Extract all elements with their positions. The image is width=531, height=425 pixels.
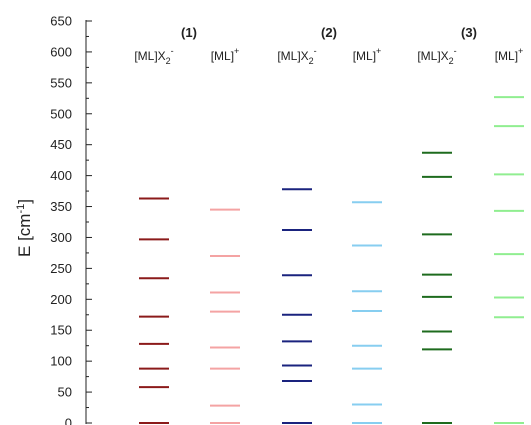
y-tick-label: 200 — [50, 292, 72, 307]
y-axis-title-base: E [cm — [15, 214, 34, 257]
y-axis: 0 50 100 150 200 250 300 350 400 450 500 550 600 650 E… — [15, 14, 92, 425]
series-label-base: [ML]X — [277, 49, 308, 63]
group-label: (3) — [461, 25, 477, 40]
y-tick-label: 500 — [50, 106, 72, 121]
series-label-superscript: - — [314, 46, 317, 56]
series-label: [ML]+ — [211, 46, 240, 63]
series-label-subscript: 2 — [449, 56, 454, 66]
y-tick-label: 300 — [50, 230, 72, 245]
y-tick-label: 450 — [50, 137, 72, 152]
series-label-base: [ML] — [495, 49, 518, 63]
series-label: [ML]X2- — [277, 46, 316, 66]
y-axis-title-superscript: -1 — [15, 204, 27, 214]
y-tick-label: 550 — [50, 75, 72, 90]
series-label: [ML]+ — [353, 46, 382, 63]
series-label: [ML]+ — [495, 46, 524, 63]
y-tick-label: 50 — [58, 385, 72, 400]
y-tick-label: 350 — [50, 199, 72, 214]
series-label-base: [ML]X — [134, 49, 165, 63]
group-label: (2) — [321, 25, 337, 40]
y-tick-label: 250 — [50, 261, 72, 276]
series-label-superscript: + — [234, 46, 239, 56]
y-tick-label: 150 — [50, 323, 72, 338]
y-tick-label: 400 — [50, 168, 72, 183]
series-label-subscript: 2 — [309, 56, 314, 66]
series-label-superscript: - — [454, 46, 457, 56]
y-tick-label: 0 — [65, 416, 72, 425]
y-tick-label: 600 — [50, 44, 72, 59]
series-label-subscript: 2 — [166, 56, 171, 66]
series-label-superscript: + — [376, 46, 381, 56]
series-label: [ML]X2- — [417, 46, 456, 66]
y-axis-title-close: ] — [15, 199, 34, 204]
energy-levels — [139, 96, 524, 424]
y-tick-label: 650 — [50, 14, 72, 29]
column-labels: (1) (2) (3)[ML]X2- [ML]+ [ML]X2- [ML]+ [ML]X2-… — [134, 25, 523, 66]
y-tick-label: 100 — [50, 354, 72, 369]
series-label-superscript: + — [518, 46, 523, 56]
series-label-base: [ML] — [353, 49, 376, 63]
series-label: [ML]X2- — [134, 46, 173, 66]
series-label-base: [ML]X — [417, 49, 448, 63]
series-label-superscript: - — [171, 46, 174, 56]
y-axis-title: E [cm-1] — [15, 199, 34, 257]
group-label: (1) — [181, 25, 197, 40]
series-label-base: [ML] — [211, 49, 234, 63]
